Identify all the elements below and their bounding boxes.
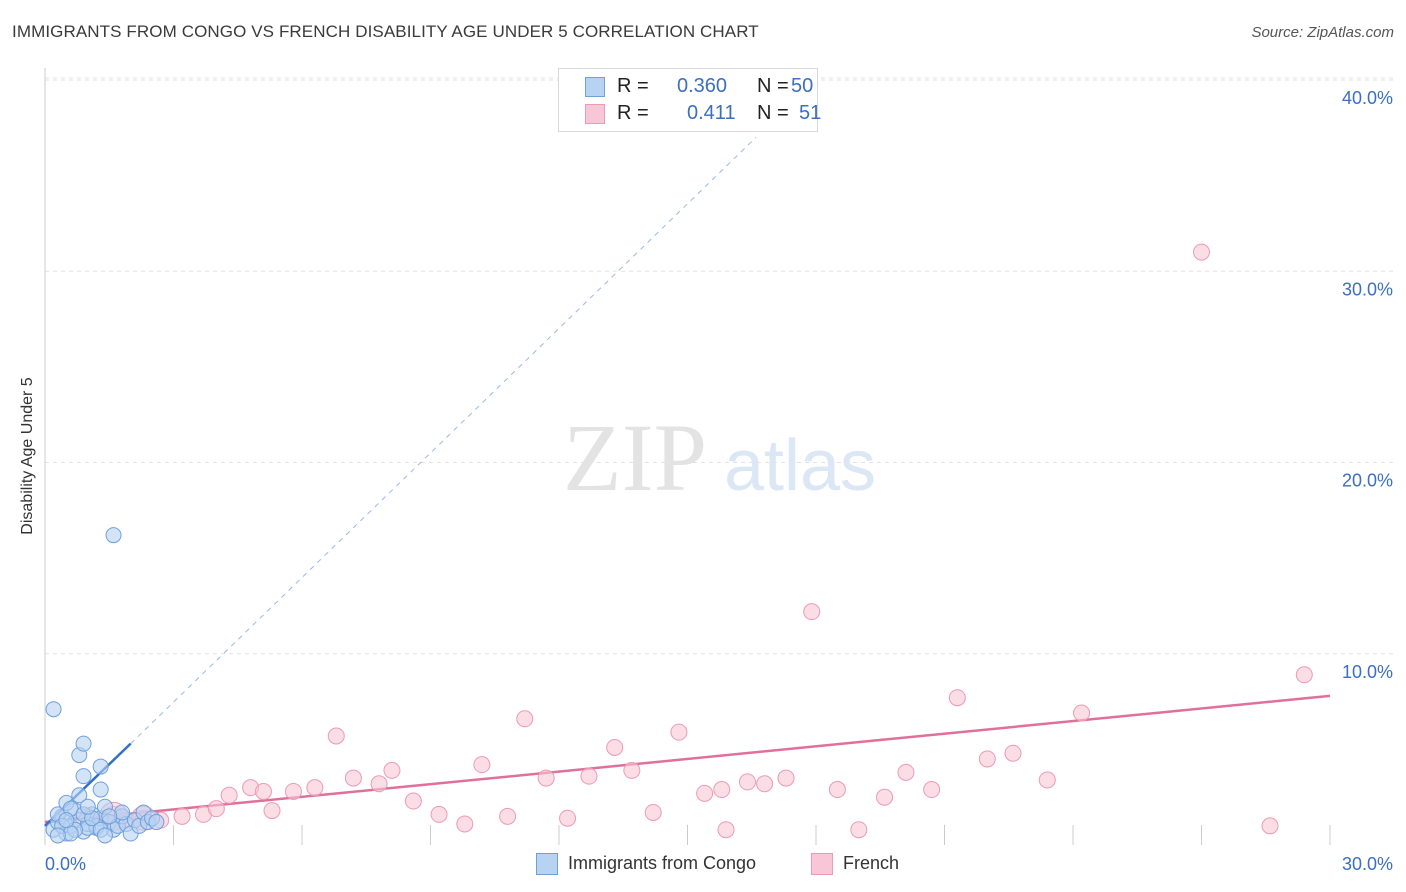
chart-title: IMMIGRANTS FROM CONGO VS FRENCH DISABILI… [12,22,759,41]
french-point [1295,666,1313,684]
french-point [978,750,996,768]
congo-point [45,701,62,718]
french-point [580,767,598,785]
french-point [1038,771,1056,789]
french-point [923,781,941,799]
congo-point [92,758,109,775]
r-label: R = [617,75,649,97]
french-point [284,782,302,800]
french-point [456,815,474,833]
congo-point [58,812,75,829]
french-point [327,727,345,745]
congo-point [75,735,92,752]
french-swatch [811,853,833,875]
french-swatch [585,104,605,124]
r-value: 0.360 [677,75,728,97]
french-point [430,805,448,823]
french-point [738,773,756,791]
french-point [756,775,774,793]
congo-point [92,781,109,798]
french-point [948,689,966,707]
congo-swatch [585,77,605,97]
french-point [263,802,281,820]
french-point [537,769,555,787]
congo-point [79,798,96,815]
n-value: 51 [799,102,822,124]
congo-point [49,827,66,844]
y-tick-label: 20.0% [1342,471,1393,491]
french-point [696,784,714,802]
r-label: R = [617,102,649,124]
watermark-zip: ZIP [563,404,707,511]
congo-point [96,827,113,844]
stats-legend: R = 0.360 N = 50 R = 0.411 N = 51 [558,68,822,132]
congo-swatch [536,853,558,875]
french-point [370,775,388,793]
legend-label-french: French [843,853,900,873]
n-label: N = [757,102,789,124]
axes [44,68,1331,845]
x-tick-label: 0.0% [45,854,86,874]
gridlines [45,77,1395,655]
french-point [499,807,517,825]
french-point [876,788,894,806]
french-point [606,738,624,756]
french-point [173,807,191,825]
french-point [306,779,324,797]
french-point [383,761,401,779]
french-point [516,710,534,728]
french-trend-line [44,694,1331,824]
r-value: 0.411 [687,102,736,124]
n-value: 50 [791,75,814,97]
french-point [220,786,238,804]
french-point [404,792,422,810]
french-point [473,756,491,774]
french-point [207,800,225,818]
congo-point [105,527,122,544]
french-point [828,781,846,799]
tick-labels: 10.0% 20.0% 30.0% 40.0% 0.0% 30.0% [45,88,1393,874]
y-tick-label: 30.0% [1342,279,1393,299]
watermark-atlas: atlas [724,426,876,506]
french-point [897,763,915,781]
french-point [559,809,577,827]
french-point [777,769,795,787]
french-point [1193,243,1210,261]
y-tick-label: 40.0% [1342,88,1393,108]
congo-point [75,768,92,785]
french-point [803,603,821,621]
legend-label-congo: Immigrants from Congo [568,853,757,873]
congo-point [71,787,88,804]
y-tick-label: 10.0% [1342,662,1393,682]
french-point [850,821,868,839]
x-tick-label: 30.0% [1342,854,1393,874]
series-legend: Immigrants from Congo French [0,852,1406,878]
congo-point [148,814,165,831]
french-point [344,769,362,787]
french-point [1073,704,1091,722]
congo-point [101,808,118,825]
french-point [713,781,731,799]
french-point [1261,817,1279,835]
n-label: N = [757,75,789,97]
data-points [45,243,1313,844]
french-point [1004,744,1022,762]
french-point [623,761,641,779]
french-point [670,723,688,741]
source-label: Source: ZipAtlas.com [1251,24,1394,41]
french-point [644,803,662,821]
french-point [717,821,735,839]
french-point [254,782,272,800]
